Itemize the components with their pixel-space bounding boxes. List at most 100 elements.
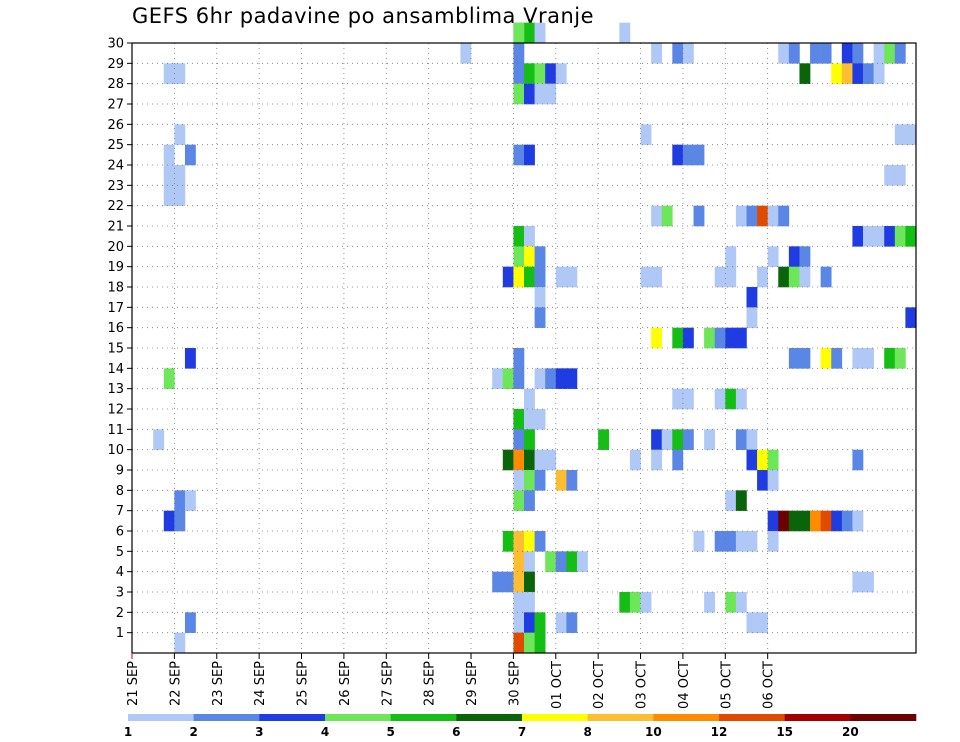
heatmap-cell [545,63,557,84]
heatmap-cells [153,22,917,654]
heatmap-cell [502,571,514,593]
heatmap-cell [534,287,546,308]
heatmap-cell [513,429,525,450]
y-tick-label: 13 [107,382,124,397]
heatmap-cell [513,592,525,613]
heatmap-cell [524,551,535,572]
heatmap-cell [555,368,567,389]
heatmap-cell [534,246,546,267]
x-tick-label: 29 SEP [465,661,480,706]
heatmap-cell [534,368,546,389]
heatmap-cell [863,571,874,593]
heatmap-cell [714,531,726,552]
heatmap-cell [905,226,917,247]
heatmap-cell [873,43,885,64]
heatmap-cell [513,490,525,511]
heatmap-cell [767,205,779,227]
heatmap-cell [513,43,525,64]
heatmap-cell [534,612,546,633]
heatmap-cell [502,368,514,389]
heatmap-cell [524,490,535,511]
heatmap-cell [820,266,832,288]
legend-swatch [325,714,391,721]
heatmap-cell [566,551,578,572]
heatmap-cell [555,266,567,288]
heatmap-cell [492,368,504,389]
heatmap-cell [524,592,535,613]
heatmap-cell [682,388,694,410]
heatmap-cell [841,63,853,84]
heatmap-cell [778,266,790,288]
heatmap-cell [746,205,758,227]
heatmap-cell [746,287,758,308]
y-tick-label: 16 [107,321,124,336]
heatmap-cell [757,205,768,227]
y-tick-label: 12 [107,403,124,418]
y-tick-label: 1 [116,626,124,641]
legend-label: 4 [321,725,329,739]
heatmap-cell [894,165,906,186]
heatmap-cell [163,368,175,389]
heatmap-cell [788,348,800,369]
x-tick-label: 30 SEP [507,661,522,706]
heatmap-cell [905,307,917,328]
heatmap-cell [534,307,546,328]
heatmap-cell [820,348,832,369]
x-tick-label: 01 OCT [550,661,565,709]
heatmap-cell [524,266,535,288]
heatmap-cell [651,43,663,64]
heatmap-cell [513,551,525,572]
heatmap-cell [534,22,546,44]
heatmap-cell [725,592,737,613]
heatmap-cell [534,63,546,84]
heatmap-cell [174,165,186,186]
heatmap-cell [852,63,864,84]
x-tick-label: 23 SEP [211,661,226,706]
heatmap-cell [778,205,790,227]
heatmap-cell [693,144,705,166]
heatmap-cell [513,266,525,288]
heatmap-cell [555,612,567,633]
x-tick-label: 28 SEP [423,661,438,706]
heatmap-cell [841,510,853,532]
heatmap-cell [757,612,768,633]
heatmap-cell [682,429,694,450]
heatmap-cell [460,43,472,64]
heatmap-cell [174,63,186,84]
heatmap-cell [852,571,864,593]
heatmap-cell [534,470,546,491]
heatmap-cell [534,449,546,471]
y-tick-label: 10 [107,443,124,458]
heatmap-cell [725,246,737,267]
y-tick-label: 7 [116,504,124,519]
heatmap-cell [757,470,768,491]
legend-label: 2 [189,725,197,739]
legend-swatch [653,714,720,721]
heatmap-cell [566,470,578,491]
heatmap-cell [651,205,663,227]
heatmap-cell [714,327,726,349]
heatmap-cell [894,226,906,247]
heatmap-cell [534,632,546,654]
heatmap-cell [492,571,504,593]
heatmap-cell [661,429,673,450]
x-tick-label: 05 OCT [719,661,734,709]
heatmap-cell [524,612,535,633]
heatmap-cell [524,388,535,410]
heatmap-cell [651,266,663,288]
y-tick-label: 28 [107,77,124,92]
heatmap-cell [184,348,196,369]
legend-label: 8 [583,725,591,739]
heatmap-cell [810,510,821,532]
heatmap-cell [672,144,684,166]
legend-swatch [587,714,654,721]
x-tick-label: 22 SEP [168,661,183,706]
y-tick-label: 8 [116,484,124,499]
heatmap-cell [555,470,567,491]
legend-label: 7 [518,725,526,739]
heatmap-cell [502,531,514,552]
heatmap-cell [513,63,525,84]
heatmap-cell [545,368,557,389]
x-tick-label: 02 OCT [592,661,607,709]
heatmap-cell [735,592,747,613]
